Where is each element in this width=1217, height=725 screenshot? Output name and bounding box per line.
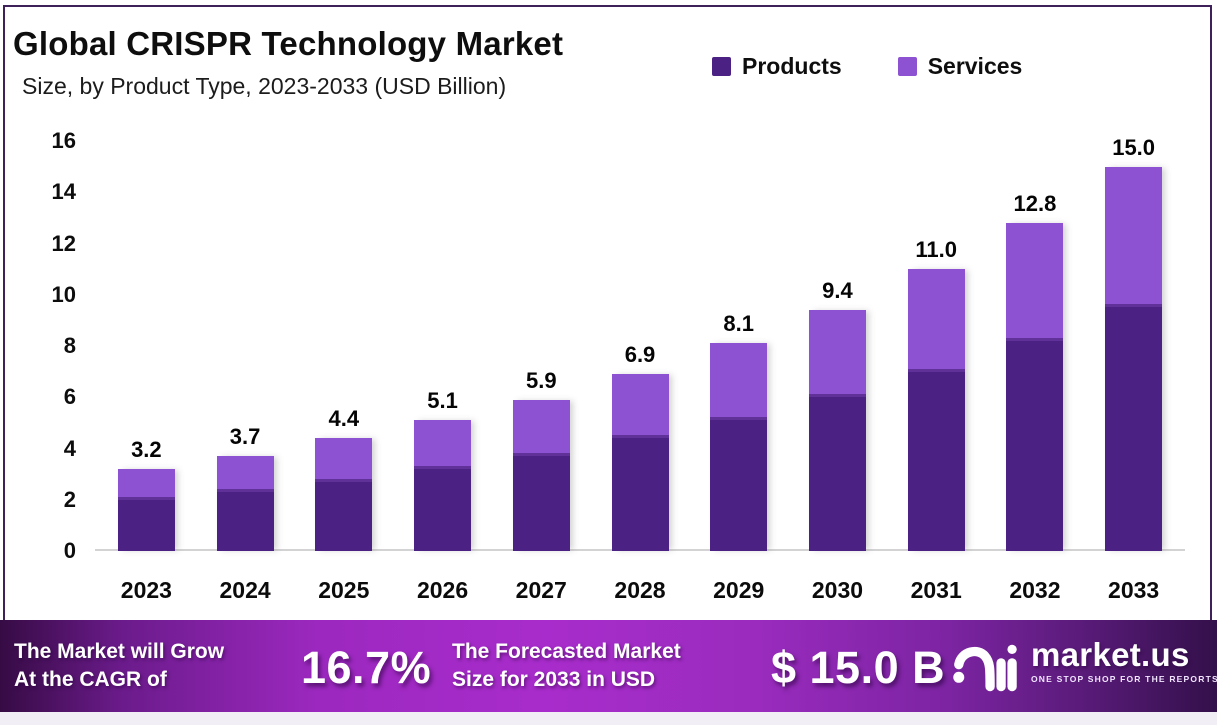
bar-value-label: 5.1 <box>427 388 458 414</box>
bar-value-label: 9.4 <box>822 278 853 304</box>
bar-value-label: 5.9 <box>525 367 557 393</box>
bar-segment-products <box>512 456 570 551</box>
bar-2023 <box>117 469 175 551</box>
footer-banner: The Market will Grow At the CAGR of 16.7… <box>0 620 1217 712</box>
bar-2032 <box>1006 223 1064 551</box>
bar-segment-services <box>1105 166 1163 308</box>
bar-segment-products <box>907 371 965 551</box>
y-tick-label: 14 <box>51 179 76 205</box>
y-tick-label: 16 <box>51 128 76 153</box>
legend-label-services: Services <box>927 53 1023 79</box>
bar-segment-services <box>809 310 866 398</box>
x-axis-label: 2027 <box>515 577 567 603</box>
bar-2026 <box>414 420 471 551</box>
y-tick-label: 6 <box>63 384 76 410</box>
legend-item-services: Services <box>897 53 1023 80</box>
bar-segment-services <box>1006 223 1064 341</box>
bar-2031 <box>907 269 965 551</box>
bar-segment-services <box>907 269 965 372</box>
y-axis: 0 2 4 6 8 10 12 14 16 <box>18 0 76 620</box>
x-axis-label: 2031 <box>910 577 962 603</box>
bar-segment-products <box>117 499 175 551</box>
stacked-bar-chart: 0 2 4 6 8 10 12 14 16 3.2 2023 3.7 2024 4.4 2025 5.1 20… <box>18 0 1185 620</box>
x-axis-label: 2025 <box>318 577 370 603</box>
legend-item-products: Products <box>712 53 842 80</box>
bar-segment-products <box>809 397 866 551</box>
bar-segment-products <box>611 438 669 551</box>
bar-segment-services <box>414 420 471 469</box>
bar-2030 <box>809 310 866 551</box>
bar-value-label: 3.2 <box>131 437 162 462</box>
y-tick-label: 0 <box>63 538 76 563</box>
bars-layer: 3.2 2023 3.7 2024 4.4 2025 5.1 2026 5.9 2027 6.9 20… <box>117 134 1163 603</box>
x-axis-label: 2033 <box>1108 577 1160 603</box>
bar-segment-products <box>315 481 373 552</box>
bar-2025 <box>315 438 373 552</box>
cagr-label: The Market will Grow At the CAGR of <box>14 638 224 694</box>
bar-segment-products <box>216 492 274 551</box>
y-tick-label: 10 <box>51 281 76 307</box>
y-tick-label: 12 <box>51 230 76 256</box>
bar-2029 <box>710 343 768 551</box>
bar-segment-services <box>611 374 669 439</box>
bar-value-label: 3.7 <box>229 424 261 450</box>
market-us-logo-icon <box>953 644 1017 692</box>
y-tick-label: 4 <box>63 435 76 461</box>
bar-2033 <box>1105 166 1163 551</box>
bar-value-label: 4.4 <box>328 406 360 432</box>
bar-value-label: 15.0 <box>1112 134 1156 160</box>
cagr-label-line1: The Market will Grow <box>14 640 225 663</box>
bar-segment-services <box>117 469 175 500</box>
bar-2028 <box>611 374 669 551</box>
brand-text: market.us ONE STOP SHOP FOR THE REPORTS <box>1031 636 1217 685</box>
x-axis-label: 2029 <box>713 577 765 603</box>
forecast-label-line2: Size for 2033 in USD <box>452 668 656 691</box>
x-axis-label: 2024 <box>219 577 271 603</box>
bar-segment-products <box>414 468 471 551</box>
bar-segment-products <box>1006 340 1064 551</box>
bar-segment-services <box>216 456 274 493</box>
x-axis-label: 2032 <box>1009 577 1061 603</box>
x-axis-label: 2026 <box>416 577 469 603</box>
y-tick-label: 2 <box>63 486 76 512</box>
bar-2027 <box>512 399 570 551</box>
forecast-label-line1: The Forecasted Market <box>452 640 681 663</box>
legend-swatch-products <box>712 57 731 76</box>
brand-logo: market.us ONE STOP SHOP FOR THE REPORTS <box>952 637 1217 696</box>
legend-label-products: Products <box>742 53 842 79</box>
forecast-label: The Forecasted Market Size for 2033 in U… <box>452 638 681 694</box>
bar-value-label: 12.8 <box>1013 191 1057 216</box>
legend-swatch-services <box>897 57 917 76</box>
bar-value-label: 8.1 <box>723 311 755 337</box>
bar-value-label: 6.9 <box>624 342 656 368</box>
cagr-label-line2: At the CAGR of <box>14 668 167 691</box>
y-tick-label: 8 <box>63 333 76 358</box>
forecast-value: $ 15.0 B <box>771 642 946 693</box>
brand-tagline: ONE STOP SHOP FOR THE REPORTS <box>1031 674 1217 684</box>
x-axis-label: 2030 <box>811 577 864 603</box>
cagr-value: 16.7% <box>301 642 432 693</box>
chart-legend: Products Services <box>712 53 1022 80</box>
bar-segment-products <box>1105 307 1163 551</box>
x-axis-label: 2023 <box>120 577 172 603</box>
page-subtitle: Size, by Product Type, 2023-2033 (USD Bi… <box>22 73 507 99</box>
bottom-strip <box>0 712 1217 725</box>
page-title: Global CRISPR Technology Market <box>13 25 564 62</box>
brand-name: market.us <box>1031 636 1190 673</box>
bar-value-label: 11.0 <box>915 237 957 263</box>
bar-segment-services <box>512 399 570 457</box>
bar-2024 <box>216 456 274 551</box>
bar-segment-products <box>710 420 768 551</box>
bar-segment-services <box>315 438 373 482</box>
bar-segment-services <box>710 343 768 421</box>
x-axis-label: 2028 <box>614 577 666 603</box>
